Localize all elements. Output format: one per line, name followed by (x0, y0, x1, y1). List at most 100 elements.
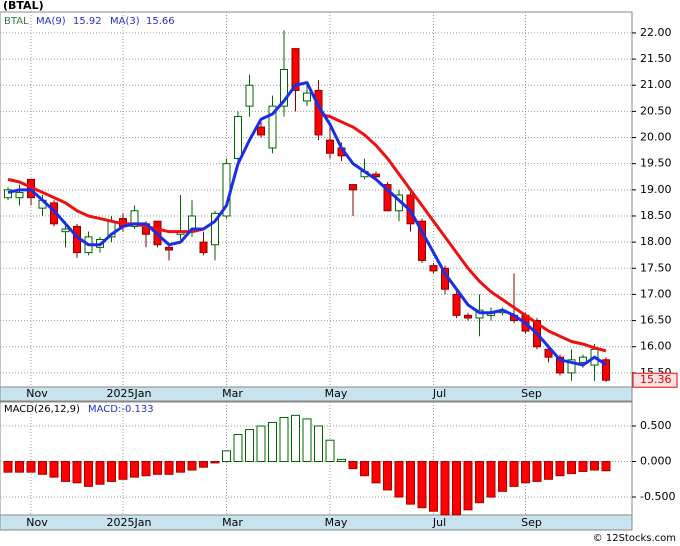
last-price-box (632, 372, 678, 388)
x-tick-label: May (325, 387, 348, 400)
macd-value: MACD:-0.133 (88, 404, 154, 415)
macd-bar (601, 461, 611, 472)
last-price: 15.36 (640, 373, 672, 386)
macd-bar (233, 434, 243, 463)
x-tick-label: Nov (26, 516, 48, 529)
y-tick-label: 21.50 (640, 52, 672, 65)
candle-body (602, 359, 610, 381)
macd-bar (544, 461, 553, 480)
candle-body (165, 246, 173, 251)
macd-bar (38, 461, 47, 475)
legend-label: MA(3) (110, 16, 140, 27)
macd-bar (49, 461, 59, 478)
macd-bar (521, 461, 530, 484)
candle-body (326, 139, 334, 154)
x-tick-label: Nov (26, 387, 48, 400)
macd-bar (578, 461, 588, 472)
macd-bar (164, 461, 174, 475)
macd-bar (130, 461, 139, 478)
candle-body (303, 92, 311, 102)
y-tick-label: 17.00 (640, 287, 672, 300)
macd-bar (72, 461, 82, 484)
candle-body (15, 191, 24, 199)
x-axis-strip (0, 386, 633, 402)
macd-bar (222, 450, 231, 463)
macd-bar (555, 461, 565, 477)
macd-bar (176, 461, 185, 473)
candle-body (234, 116, 242, 159)
macd-bar (417, 461, 427, 509)
macd-bar (199, 461, 208, 468)
macd-bar (590, 461, 599, 471)
macd-bar (394, 461, 404, 498)
candle-body (349, 184, 357, 191)
macd-bar (440, 461, 450, 516)
candle-body (429, 265, 438, 272)
macd-bar (429, 461, 438, 512)
x-tick-label: Jul (432, 516, 446, 529)
macd-bar (107, 461, 116, 482)
macd-bar (406, 461, 415, 505)
macd-bar (360, 461, 369, 477)
x-tick-label: Sep (521, 516, 542, 529)
candle-body (579, 356, 587, 363)
macd-bar (245, 429, 254, 463)
legend-symbol: BTAL (4, 16, 29, 27)
x-tick-label: Mar (222, 387, 243, 400)
macd-bar (95, 461, 105, 485)
macd-bar (291, 414, 300, 463)
y-tick-label: -0.500 (640, 490, 675, 503)
legend-label: MA(9) (36, 16, 66, 27)
macd-bar (486, 461, 496, 498)
macd-title: MACD(26,12,9) (4, 404, 80, 415)
chart-title: (BTAL) (3, 0, 44, 12)
y-tick-label: 16.00 (640, 340, 672, 353)
macd-bar (256, 425, 266, 463)
y-tick-label: 18.00 (640, 235, 672, 248)
y-tick-label: 0.500 (640, 419, 672, 432)
macd-bar (337, 458, 346, 463)
macd-bar (3, 461, 13, 473)
y-tick-label: 18.50 (640, 209, 672, 222)
macd-bar (15, 461, 24, 473)
macd-bar (210, 461, 220, 464)
candle-body (464, 314, 472, 319)
candle-body (280, 69, 288, 107)
macd-bar (567, 461, 576, 475)
candle-body (291, 48, 300, 91)
candle-body (567, 359, 576, 374)
macd-bar (463, 461, 473, 511)
candle-body (257, 126, 265, 136)
macd-bar (348, 461, 358, 470)
macd-bar (268, 421, 277, 463)
x-tick-label: 2025Jan (107, 387, 152, 400)
candle-body (4, 189, 12, 199)
candle-body (268, 105, 277, 149)
marks: Nov 2025Jan Mar May Jul Sep Nov 2025Jan Mar May Ju… (0, 12, 632, 529)
macd-bar (279, 416, 289, 463)
macd-bar (452, 461, 461, 516)
x-tick-label: 2025Jan (107, 516, 152, 529)
macd-bar (118, 461, 128, 480)
candle-body (61, 228, 70, 233)
candle-body (211, 212, 219, 246)
footer: © 12Stocks.com (593, 533, 676, 544)
macd-bar (187, 461, 197, 471)
macd-bar (84, 461, 93, 487)
x-tick-label: Jul (432, 387, 446, 400)
y-tick-label: 19.00 (640, 183, 672, 196)
candle-body (245, 84, 254, 107)
x-tick-label: Mar (222, 516, 243, 529)
macd-bar (141, 461, 151, 477)
x-tick-label: May (325, 516, 348, 529)
macd-bar (383, 461, 392, 491)
macd-bar (498, 461, 507, 492)
candle-body (452, 293, 461, 316)
y-tick-label: 19.50 (640, 157, 672, 170)
candle-body (556, 356, 564, 374)
macd-bar (532, 461, 542, 482)
ma-line (7, 81, 607, 367)
x-tick-label: Sep (521, 387, 542, 400)
ma-line (7, 112, 607, 353)
